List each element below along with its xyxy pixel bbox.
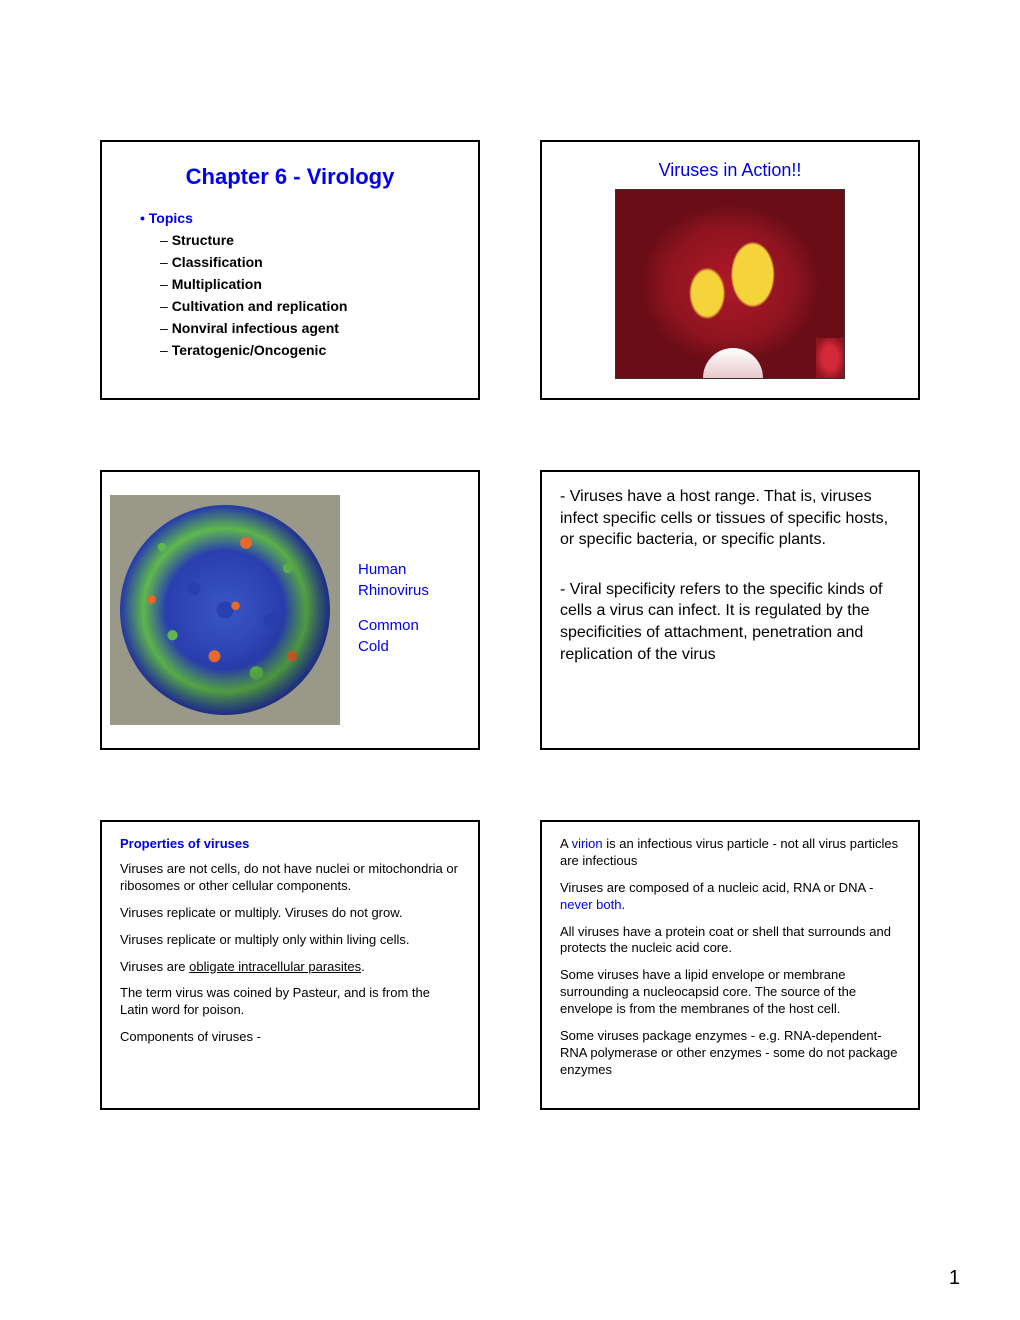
slide-1-title: Chapter 6 - Virology xyxy=(120,164,460,190)
label-cold: Cold xyxy=(358,638,429,655)
topic-item: Classification xyxy=(160,254,460,270)
rhinovirus-sphere xyxy=(120,505,330,715)
slide-5-p5: The term virus was coined by Pasteur, an… xyxy=(120,985,460,1019)
label-rhinovirus: Rhinovirus xyxy=(358,582,429,599)
slide-5-p2: Viruses replicate or multiply. Viruses d… xyxy=(120,905,460,922)
topics-label: Topics xyxy=(140,210,460,226)
never-both-term: never both xyxy=(560,897,621,912)
slide-3: Human Rhinovirus Common Cold xyxy=(100,470,480,750)
slide-6-p1: A virion is an infectious virus particle… xyxy=(560,836,900,870)
slide-1: Chapter 6 - Virology Topics Structure Cl… xyxy=(100,140,480,400)
slide-6-p5: Some viruses package enzymes - e.g. RNA-… xyxy=(560,1028,900,1079)
slide-5-p6: Components of viruses - xyxy=(120,1029,460,1046)
topic-item: Nonviral infectious agent xyxy=(160,320,460,336)
slide-4: - Viruses have a host range. That is, vi… xyxy=(540,470,920,750)
slide-2: Viruses in Action!! xyxy=(540,140,920,400)
label-human: Human xyxy=(358,561,429,578)
tulip-image xyxy=(615,189,845,379)
page-number: 1 xyxy=(949,1267,960,1290)
topic-item: Multiplication xyxy=(160,276,460,292)
slide-5: Properties of viruses Viruses are not ce… xyxy=(100,820,480,1110)
slide-4-p2: - Viral specificity refers to the specif… xyxy=(560,579,900,665)
topic-item: Cultivation and replication xyxy=(160,298,460,314)
properties-heading: Properties of viruses xyxy=(120,836,460,851)
topics-list: Structure Classification Multiplication … xyxy=(160,232,460,358)
topic-item: Structure xyxy=(160,232,460,248)
page: Chapter 6 - Virology Topics Structure Cl… xyxy=(0,0,1020,1320)
slide-2-title: Viruses in Action!! xyxy=(560,160,900,181)
slide-5-p4: Viruses are obligate intracellular paras… xyxy=(120,959,460,976)
slide-6-p2: Viruses are composed of a nucleic acid, … xyxy=(560,880,900,914)
obligate-underline: obligate intracellular parasites xyxy=(189,959,361,974)
slide-6: A virion is an infectious virus particle… xyxy=(540,820,920,1110)
slide-4-p1: - Viruses have a host range. That is, vi… xyxy=(560,486,900,551)
virion-term: virion xyxy=(572,836,603,851)
rhinovirus-image xyxy=(110,495,340,725)
label-common: Common xyxy=(358,617,429,634)
slide-3-labels: Human Rhinovirus Common Cold xyxy=(358,561,429,659)
slide-5-p1: Viruses are not cells, do not have nucle… xyxy=(120,861,460,895)
slide-6-p4: Some viruses have a lipid envelope or me… xyxy=(560,967,900,1018)
slide-5-p3: Viruses replicate or multiply only withi… xyxy=(120,932,460,949)
topic-item: Teratogenic/Oncogenic xyxy=(160,342,460,358)
slide-grid: Chapter 6 - Virology Topics Structure Cl… xyxy=(100,140,920,1110)
slide-6-p3: All viruses have a protein coat or shell… xyxy=(560,924,900,958)
